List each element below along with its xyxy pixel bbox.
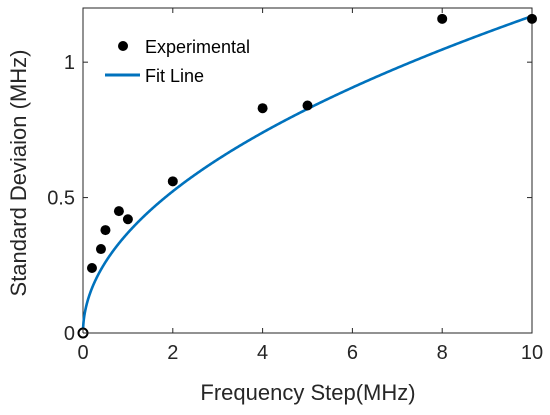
axes-frame — [82, 7, 533, 334]
ticks-layer: 0 2 4 6 8 10 0 0.5 1 — [47, 8, 543, 364]
legend: Experimental Fit Line — [105, 37, 250, 86]
x-tick-label: 6 — [347, 342, 358, 364]
y-tick-label: 0 — [64, 323, 75, 345]
data-point — [100, 225, 111, 236]
data-point — [113, 206, 124, 217]
data-point — [302, 100, 313, 111]
legend-label-fit: Fit Line — [145, 66, 204, 86]
data-point — [95, 244, 106, 255]
x-axis-label: Frequency Step(MHz) — [200, 380, 415, 405]
x-tick-label: 2 — [167, 342, 178, 364]
data-point — [167, 176, 178, 187]
x-tick-label: 0 — [77, 342, 88, 364]
x-tick-label: 10 — [521, 342, 543, 364]
data-point — [86, 263, 97, 273]
data-point — [527, 13, 537, 24]
data-point — [122, 214, 133, 225]
points-layer — [77, 13, 537, 339]
legend-label-experimental: Experimental — [145, 37, 250, 57]
legend-marker-experimental — [118, 41, 128, 51]
y-tick-label: 1 — [64, 52, 75, 74]
y-tick-label: 0.5 — [47, 188, 75, 210]
y-axis-label: Standard Deviaion (MHz) — [6, 50, 31, 297]
x-tick-label: 4 — [257, 342, 268, 364]
x-tick-label: 8 — [437, 342, 448, 364]
data-point — [437, 13, 448, 24]
fit-line-layer — [81, 14, 533, 333]
fit-line — [81, 14, 533, 333]
plot-area-box — [82, 7, 533, 334]
data-point — [257, 103, 268, 114]
